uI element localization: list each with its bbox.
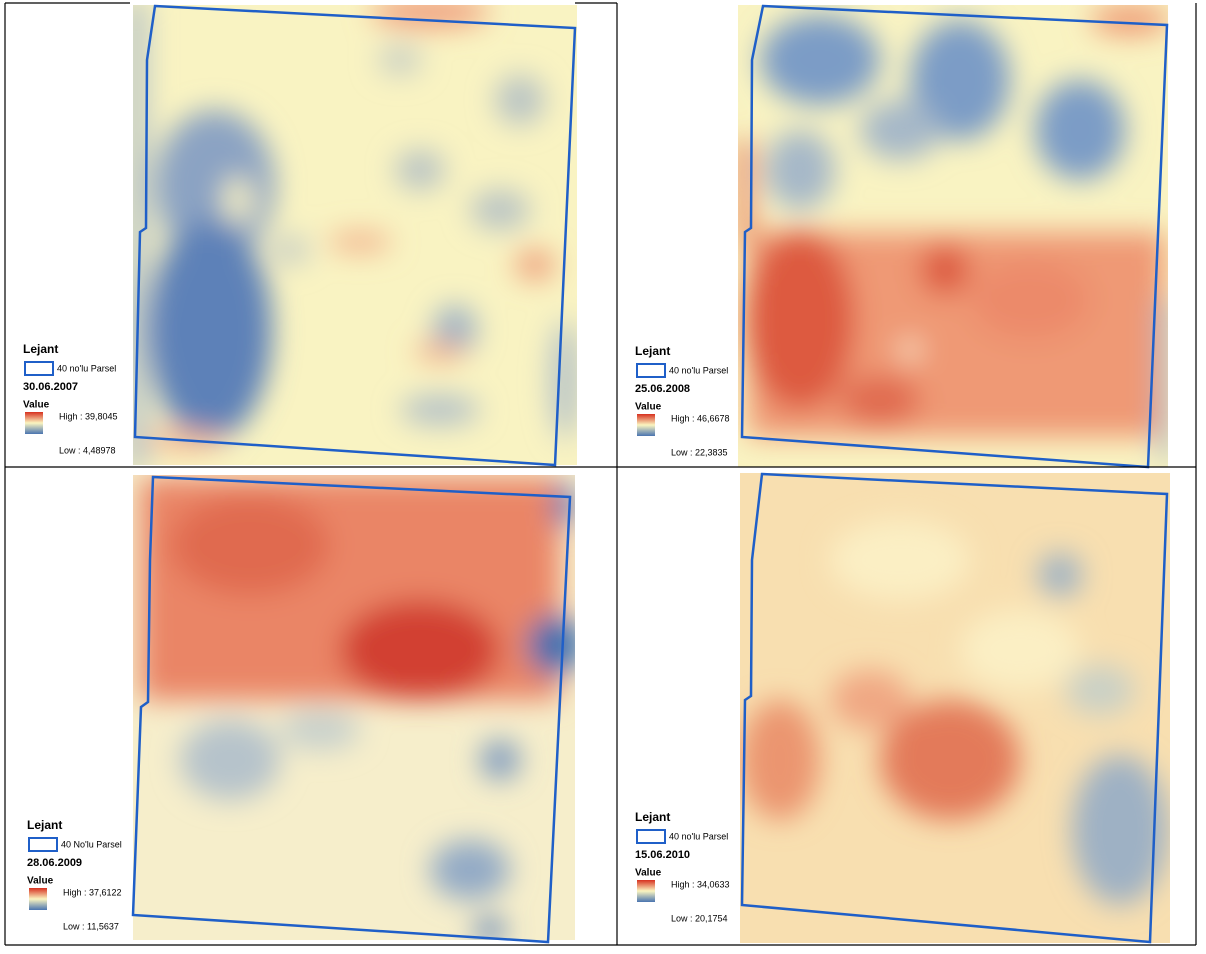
layer-swatch bbox=[29, 838, 57, 851]
legend-title: Lejant bbox=[23, 342, 58, 356]
date: 30.06.2007 bbox=[23, 381, 78, 393]
low-label: Low : 22,3835 bbox=[671, 447, 728, 457]
color-ramp bbox=[637, 880, 655, 902]
date: 15.06.2010 bbox=[635, 849, 690, 861]
raster-2009 bbox=[133, 475, 583, 942]
layer-label: 40 no'lu Parsel bbox=[669, 831, 728, 841]
color-ramp bbox=[25, 412, 43, 434]
legend-title: Lejant bbox=[635, 344, 670, 358]
layer-swatch bbox=[25, 362, 53, 375]
low-label: Low : 4,48978 bbox=[59, 445, 116, 455]
layer-label: 40 no'lu Parsel bbox=[669, 365, 728, 375]
raster-2007 bbox=[125, 0, 580, 470]
layer-swatch bbox=[637, 364, 665, 377]
raster-2008 bbox=[738, 5, 1172, 467]
high-label: High : 37,6122 bbox=[63, 887, 122, 897]
raster-2010 bbox=[740, 473, 1170, 943]
color-ramp bbox=[29, 888, 47, 910]
legend-title: Lejant bbox=[27, 818, 62, 832]
layer-label: 40 No'lu Parsel bbox=[61, 839, 122, 849]
layer-label: 40 no'lu Parsel bbox=[57, 363, 116, 373]
figure: Lejant 40 no'lu Parsel 30.06.2007 Value High… bbox=[0, 0, 1206, 954]
high-label: High : 46,6678 bbox=[671, 413, 730, 423]
date: 25.06.2008 bbox=[635, 383, 690, 395]
low-label: Low : 20,1754 bbox=[671, 913, 728, 923]
high-label: High : 39,8045 bbox=[59, 411, 118, 421]
value-title: Value bbox=[27, 876, 54, 887]
layer-swatch bbox=[637, 830, 665, 843]
low-label: Low : 11,5637 bbox=[63, 921, 119, 931]
color-ramp bbox=[637, 414, 655, 436]
value-title: Value bbox=[23, 400, 50, 411]
high-label: High : 34,0633 bbox=[671, 879, 730, 889]
value-title: Value bbox=[635, 402, 662, 413]
legend-title: Lejant bbox=[635, 810, 670, 824]
value-title: Value bbox=[635, 868, 662, 879]
date: 28.06.2009 bbox=[27, 857, 82, 869]
